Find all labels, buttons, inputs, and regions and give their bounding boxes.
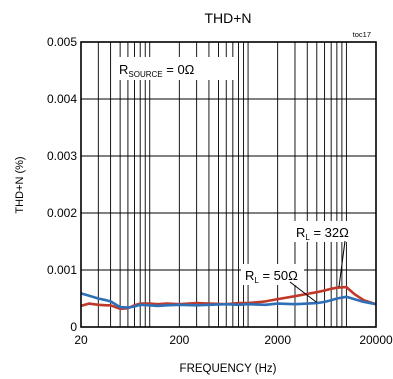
y-axis-label: THD+N (%): [14, 156, 26, 213]
series-label-main: R: [245, 268, 254, 283]
condition-label-main: R: [119, 62, 128, 77]
grid-lines: [80, 41, 376, 328]
series-label-sub: L: [305, 233, 310, 242]
chart-title: THD+N: [204, 10, 251, 26]
y-tick-label: 0: [70, 320, 77, 334]
y-tick-label: 0.001: [47, 263, 77, 277]
y-tick-label: 0.005: [47, 35, 77, 49]
x-tick-label: 2000: [264, 333, 291, 347]
series-label-value: = 32Ω: [310, 225, 349, 240]
series-line-50-ohm: [80, 292, 377, 309]
y-tick-label: 0.004: [47, 92, 77, 106]
series-label-box: [292, 221, 354, 242]
series-label-value: = 50Ω: [259, 268, 298, 283]
condition-box: [115, 57, 238, 80]
x-axis-label: FREQUENCY (Hz): [180, 363, 277, 375]
series-label-32-ohm: RL = 32Ω: [296, 225, 349, 242]
y-tick-label: 0.002: [47, 206, 77, 220]
series-layer: [80, 285, 377, 311]
y-tick-labels: 0 0.001 0.002 0.003 0.004 0.005: [47, 35, 77, 334]
series-label-main: R: [296, 225, 305, 240]
plot-frame: [80, 41, 377, 328]
leader-line: [289, 281, 318, 303]
x-tick-label: 20000: [359, 333, 393, 347]
series-label-sub: L: [254, 276, 259, 285]
x-tick-label: 20: [74, 333, 88, 347]
series-label-50-ohm: RL = 50Ω: [245, 268, 298, 285]
condition-label: RSOURCE = 0Ω: [119, 62, 195, 79]
x-tick-label: 200: [169, 333, 189, 347]
y-tick-label: 0.003: [47, 149, 77, 163]
condition-label-value: = 0Ω: [163, 62, 195, 77]
x-tick-labels: 20 200 2000 20000: [74, 333, 393, 347]
condition-label-sub: SOURCE: [128, 70, 162, 79]
series-label-box: [241, 264, 304, 285]
chart-tag: toc17: [353, 30, 371, 39]
leader-line: [338, 240, 346, 288]
